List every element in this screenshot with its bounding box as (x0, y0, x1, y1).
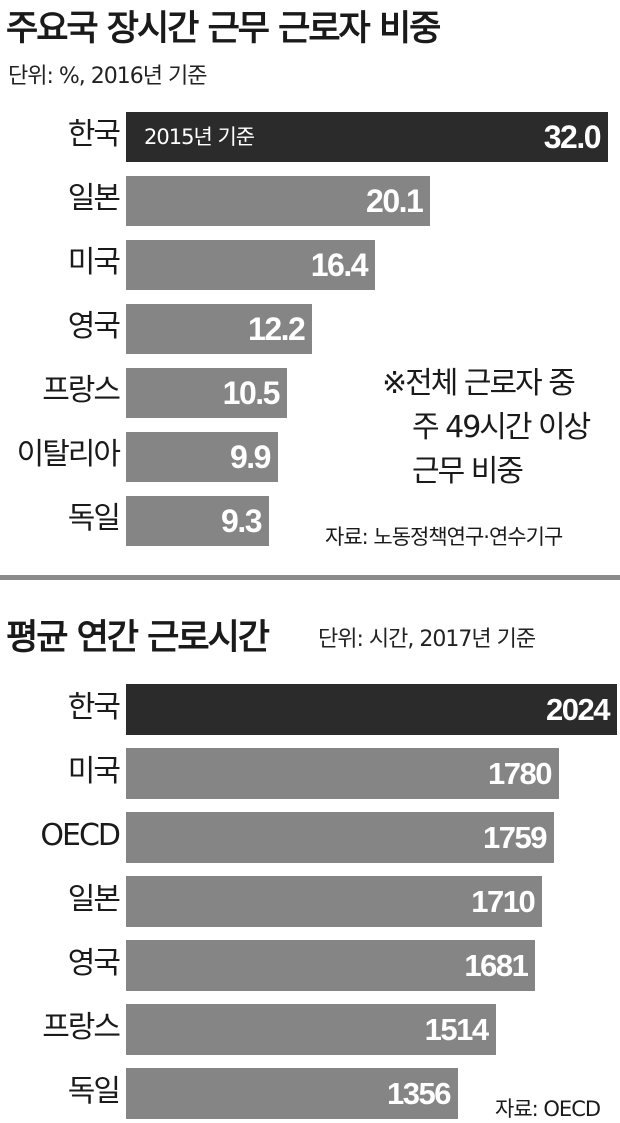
chart1-note-line: ※전체 근로자 중 (382, 366, 576, 401)
value-label: 20.1 (366, 183, 424, 219)
chart1-note-line: 주 49시간 이상 (412, 410, 591, 445)
chart1-source: 자료: 노동정책연구·연수기구 (325, 525, 563, 549)
value-label: 10.5 (222, 375, 281, 411)
value-label: 2024 (546, 692, 610, 727)
category-label: 한국 (67, 117, 121, 152)
category-label: 프랑스 (42, 373, 121, 408)
bar (126, 176, 431, 226)
category-label: 프랑스 (42, 1009, 121, 1045)
category-label: 독일 (67, 501, 121, 536)
chart1-note-line: 근무 비중 (412, 454, 524, 489)
bar (126, 876, 543, 927)
chart1-note: ※전체 근로자 중 주 49시간 이상 근무 비중 (382, 362, 591, 494)
bar (126, 112, 608, 162)
section-divider (0, 575, 620, 580)
category-label: 독일 (67, 1073, 121, 1109)
category-label: 이탈리아 (16, 437, 121, 472)
value-label: 1356 (387, 1076, 451, 1111)
category-label: 일본 (67, 181, 121, 216)
value-label: 1514 (424, 1012, 489, 1047)
category-label: 미국 (67, 753, 121, 789)
category-label: OECD (40, 817, 121, 853)
bar (126, 1068, 458, 1119)
category-label: 한국 (67, 689, 121, 725)
bar (126, 684, 617, 735)
value-label: 16.4 (310, 247, 369, 283)
bar (126, 496, 269, 546)
value-label: 32.0 (543, 119, 602, 155)
chart2-title: 평균 연간 근로시간 (6, 618, 270, 658)
value-label: 1681 (464, 948, 528, 983)
category-label: 일본 (67, 881, 121, 917)
bar (126, 940, 536, 991)
chart1-unit: 단위: %, 2016년 기준 (8, 64, 207, 89)
value-label: 12.2 (248, 311, 306, 347)
value-label: 1759 (482, 820, 547, 855)
bar (126, 432, 278, 482)
bar (126, 240, 376, 290)
value-label: 9.3 (221, 503, 262, 539)
bar (126, 812, 554, 863)
chart2-source: 자료: OECD (495, 1097, 601, 1121)
chart2-unit: 단위: 시간, 2017년 기준 (318, 627, 536, 652)
bar (126, 368, 287, 418)
value-label: 1710 (471, 884, 535, 919)
bar (126, 1004, 496, 1055)
value-label: 1780 (487, 756, 552, 791)
category-label: 미국 (67, 245, 121, 280)
bar (126, 748, 559, 799)
bar-note: 2015년 기준 (144, 124, 255, 149)
category-label: 영국 (67, 309, 121, 344)
bar (126, 304, 313, 354)
category-label: 영국 (67, 945, 121, 981)
value-label: 9.9 (229, 439, 271, 475)
chart1-title: 주요국 장시간 근무 근로자 비중 (6, 9, 441, 49)
